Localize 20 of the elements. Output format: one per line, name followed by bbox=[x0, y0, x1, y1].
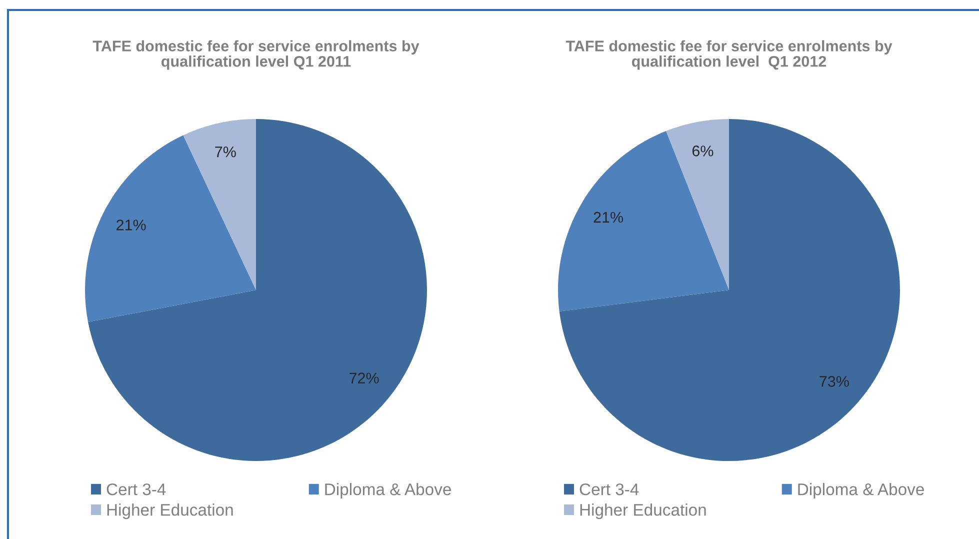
chart-title: TAFE domestic fee for service enrolments by qualification level Q1 2012 bbox=[566, 40, 892, 70]
data-label: 73% bbox=[820, 376, 849, 387]
legend-label: Higher Education bbox=[580, 504, 706, 520]
legend-label: Cert 3-4 bbox=[580, 483, 639, 496]
legend-label: Diploma & Above bbox=[325, 483, 451, 499]
legend-label: Diploma & Above bbox=[798, 483, 924, 499]
pie-slice bbox=[666, 119, 729, 290]
data-label: 21% bbox=[116, 220, 146, 230]
pie-slice bbox=[559, 119, 900, 461]
legend-label: Higher Education bbox=[107, 504, 233, 520]
pie-slice bbox=[558, 131, 729, 312]
data-label: 72% bbox=[350, 372, 379, 384]
data-label: 7% bbox=[215, 146, 236, 158]
data-label: 21% bbox=[594, 212, 624, 223]
legend-label: Cert 3-4 bbox=[106, 483, 166, 496]
data-label: 6% bbox=[692, 146, 714, 156]
pie-slice bbox=[88, 119, 427, 461]
pie-slice bbox=[85, 135, 256, 322]
chart-title: TAFE domestic fee for service enrolments by qualification level Q1 2011 bbox=[92, 40, 420, 70]
pie-slice bbox=[183, 119, 256, 290]
